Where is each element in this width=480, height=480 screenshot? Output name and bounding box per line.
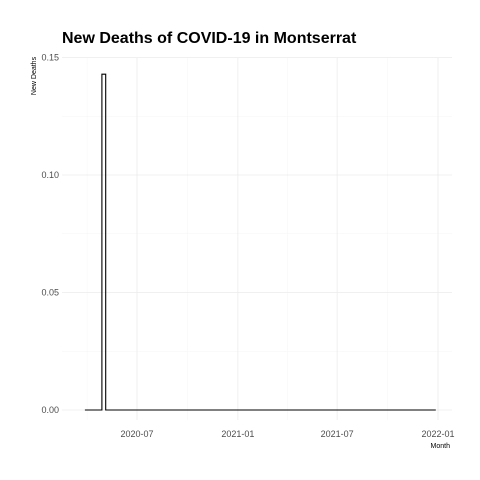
y-tick-label: 0.15	[41, 53, 59, 63]
major-grid	[62, 57, 452, 420]
x-axis-tick-labels: 2020-07 2021-01 2021-07 2022-01	[120, 429, 454, 439]
y-axis-title: New Deaths	[31, 56, 38, 95]
chart-title: New Deaths of COVID-19 in Montserrat	[62, 30, 357, 47]
y-tick-label: 0.10	[41, 170, 59, 180]
series-line	[84, 73, 436, 411]
y-axis-tick-labels: 0.00 0.05 0.10 0.15	[41, 53, 59, 416]
x-axis-title: Month	[431, 443, 451, 450]
y-tick-label: 0.05	[41, 288, 59, 298]
minor-grid	[62, 58, 452, 420]
y-tick-label: 0.00	[41, 405, 59, 415]
x-tick-label: 2020-07	[120, 429, 153, 439]
x-tick-label: 2022-01	[421, 429, 454, 439]
x-tick-label: 2021-07	[321, 429, 354, 439]
x-tick-label: 2021-01	[221, 429, 254, 439]
series-layer	[84, 73, 436, 411]
